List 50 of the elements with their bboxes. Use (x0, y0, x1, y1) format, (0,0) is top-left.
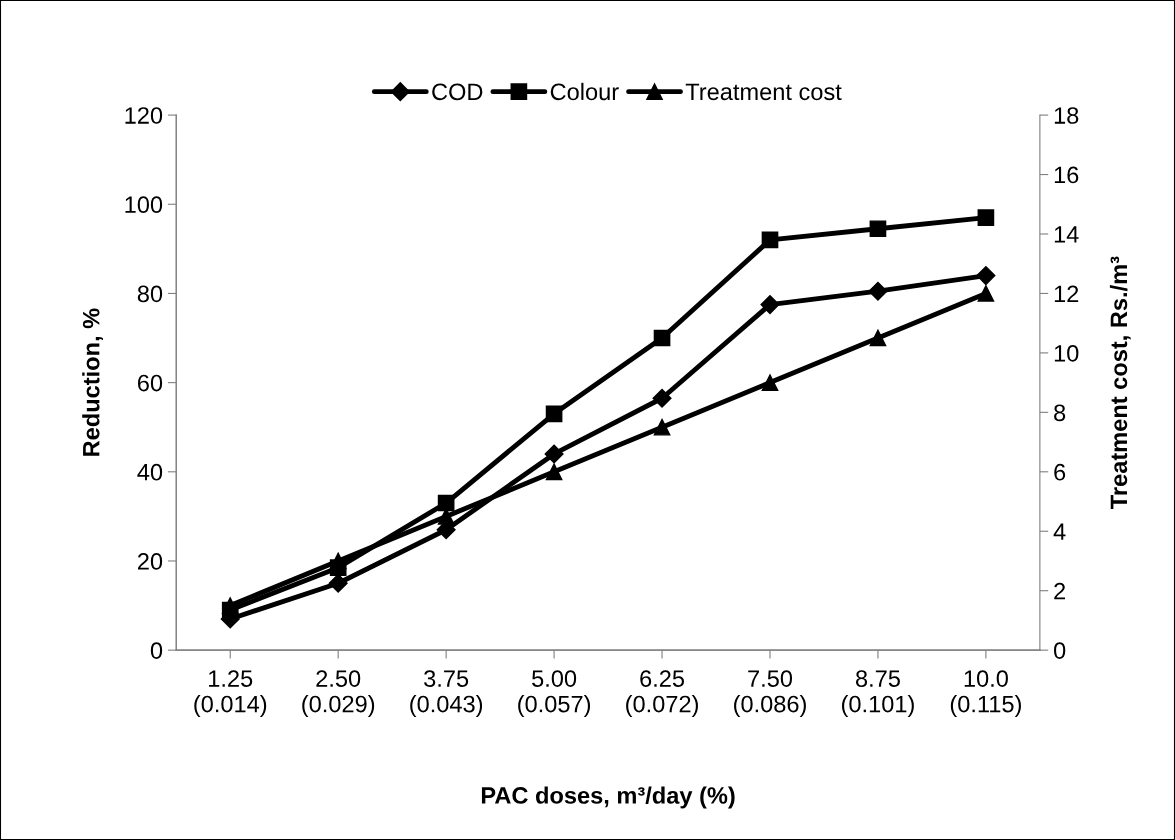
point (652, 388, 672, 408)
point (761, 374, 779, 391)
y2-tick-label: 16 (1054, 166, 1079, 184)
y-axis-title: Reduction, % (82, 308, 103, 456)
y-tick-label: 0 (150, 642, 163, 659)
point (221, 601, 239, 619)
y2-tick-label: 14 (1054, 226, 1079, 243)
y2-tick-label: 12 (1054, 285, 1079, 302)
point (977, 285, 995, 302)
x-tick-label: 5.00 (0.057) (518, 670, 591, 718)
point (653, 329, 671, 347)
y-tick-label: 120 (125, 107, 163, 124)
y2-tick-label: 2 (1054, 582, 1066, 600)
point (653, 418, 671, 436)
point (869, 329, 887, 347)
point (545, 463, 563, 481)
legend-label: Colour (550, 82, 619, 101)
y-tick-label: 20 (137, 553, 163, 570)
x-tick-label: 8.75 (0.101) (842, 670, 914, 718)
y2-tick-label: 10 (1054, 344, 1079, 362)
y2-tick-label: 18 (1054, 107, 1079, 124)
y2-tick-label: 0 (1053, 642, 1066, 659)
point (328, 573, 348, 593)
y-tick-label: 100 (125, 196, 163, 214)
point (868, 281, 888, 301)
x-tick-label: 6.25 (0.072) (626, 670, 698, 718)
y2-tick-label: 8 (1054, 404, 1066, 422)
x-axis-title: PAC doses, m³/day (%) (481, 786, 735, 809)
point (976, 266, 996, 286)
y-tick-label: 80 (137, 285, 163, 303)
y-tick-label: 60 (137, 374, 163, 392)
x-tick-label: 10.0 (0.115) (950, 670, 1021, 718)
x-tick-label: 7.50 (0.086) (734, 670, 806, 718)
x-tick-label: 3.75 (0.043) (410, 670, 483, 718)
point (544, 444, 564, 464)
legend-label: COD (432, 83, 483, 101)
point (869, 220, 887, 238)
y-tick-label: 40 (137, 463, 163, 481)
x-tick-label: 2.50 (0.029) (302, 670, 375, 718)
point (761, 231, 779, 249)
y2-tick-label: 6 (1054, 463, 1066, 481)
x-tick-label: 1.25 (0.014) (194, 670, 267, 718)
point (760, 295, 780, 315)
y2-tick-label: 4 (1053, 523, 1066, 540)
legend-label: Treatment cost (685, 83, 842, 101)
point (545, 405, 563, 423)
point (437, 494, 455, 512)
point (329, 559, 347, 577)
point (977, 209, 995, 226)
y2-axis-title: Treatment cost, Rs./m³ (1109, 256, 1131, 509)
